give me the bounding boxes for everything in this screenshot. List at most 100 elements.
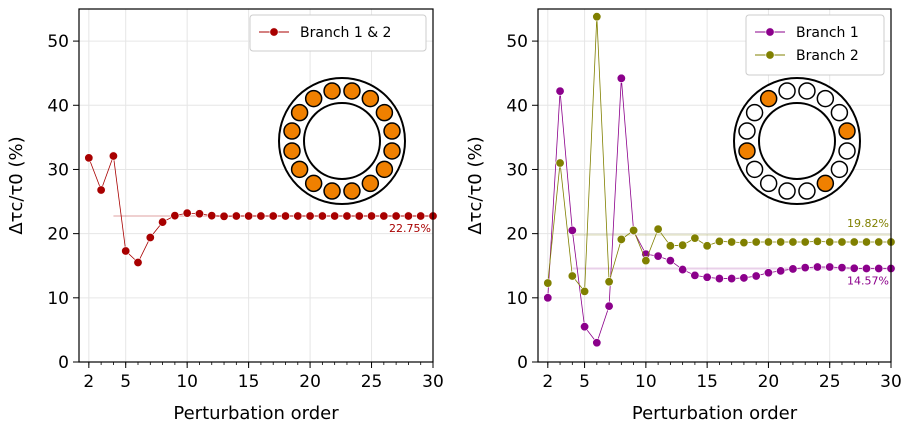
data-point [665,256,675,266]
data-point [170,211,180,221]
data-point [567,225,577,235]
data-point [145,232,155,242]
data-point [207,211,217,221]
data-point [543,293,553,303]
data-point [665,241,675,251]
x-axis-label: Perturbation order [173,403,339,423]
data-point [727,237,737,247]
x-tick-label: 10 [176,372,198,392]
bearing-ball [738,142,756,160]
y-tick-label: 50 [506,32,528,52]
legend-box [745,14,885,76]
x-tick-label: 20 [299,372,321,392]
data-point [616,234,626,244]
bearing-ball [283,122,301,140]
data-point [739,273,749,283]
x-tick-label: 30 [422,372,444,392]
data-point [616,73,626,83]
data-point [342,211,352,221]
y-tick-label: 50 [47,32,69,52]
data-point [690,233,700,243]
x-tick-label: 2 [83,372,94,392]
bearing-ball [375,103,394,122]
bearing-ball [798,182,816,200]
x-tick-label: 5 [579,372,590,392]
data-point [543,278,553,288]
data-point [280,211,290,221]
bearing-ball [290,103,309,122]
data-point [84,153,94,163]
legend-marker [765,50,775,60]
data-point [776,266,786,276]
data-point [751,237,761,247]
data-point [391,211,401,221]
data-point [293,211,303,221]
data-point [849,263,859,273]
data-point [788,237,798,247]
data-point [763,268,773,278]
data-point [305,211,315,221]
data-point [268,211,278,221]
data-point [763,237,773,247]
data-point [861,263,871,273]
data-point [108,151,118,161]
data-point [653,251,663,261]
legend-marker [765,27,775,37]
bearing-ball [816,89,835,108]
y-tick-label: 20 [47,225,69,245]
data-point [592,12,602,22]
data-point [219,211,229,221]
bearing-ball [343,182,361,200]
bearing-ball [738,122,756,140]
data-point [367,211,377,221]
bearing-ball [290,160,309,179]
bearing-ball [323,82,341,100]
data-point [702,241,712,251]
bearing-ball [383,122,401,140]
data-point [678,265,688,275]
data-point [580,322,590,332]
bearing-ball [816,174,835,193]
y-tick-label: 30 [506,160,528,180]
x-tick-label: 25 [361,372,383,392]
x-tick-label: 15 [696,372,718,392]
bearing-ball [830,160,849,179]
y-axis-label: Δτc/τ0 (%) [6,136,27,234]
data-point [555,86,565,96]
data-point [800,237,810,247]
bearing-ball [778,82,796,100]
data-point [604,301,614,311]
data-point [825,262,835,272]
y-tick-label: 40 [47,96,69,116]
asymptote-label: 14.57% [847,274,889,287]
x-axis-label: Perturbation order [632,403,798,423]
data-point [629,225,639,235]
bearing-ring-inset [278,77,406,205]
bearing-ball [361,89,380,108]
data-point [653,224,663,234]
x-tick-label: 30 [880,372,902,392]
data-point [121,246,131,256]
data-point [788,264,798,274]
data-point [604,277,614,287]
x-tick-label: 15 [238,372,260,392]
data-point [194,209,204,219]
bearing-ball [745,160,764,179]
x-tick-label: 25 [819,372,841,392]
data-point [379,211,389,221]
data-point [837,237,847,247]
bearing-ball [304,89,323,108]
bearing-ball [323,182,341,200]
data-point [690,270,700,280]
y-tick-label: 0 [517,353,528,373]
x-tick-label: 20 [758,372,780,392]
bearing-ball [759,89,778,108]
data-point [244,211,254,221]
bearing-ball [375,160,394,179]
data-point [158,217,168,227]
bearing-ball [361,174,380,193]
data-point [874,237,884,247]
inner-ring [758,102,836,180]
data-point [256,211,266,221]
asymptote-label: 19.82% [847,217,889,230]
